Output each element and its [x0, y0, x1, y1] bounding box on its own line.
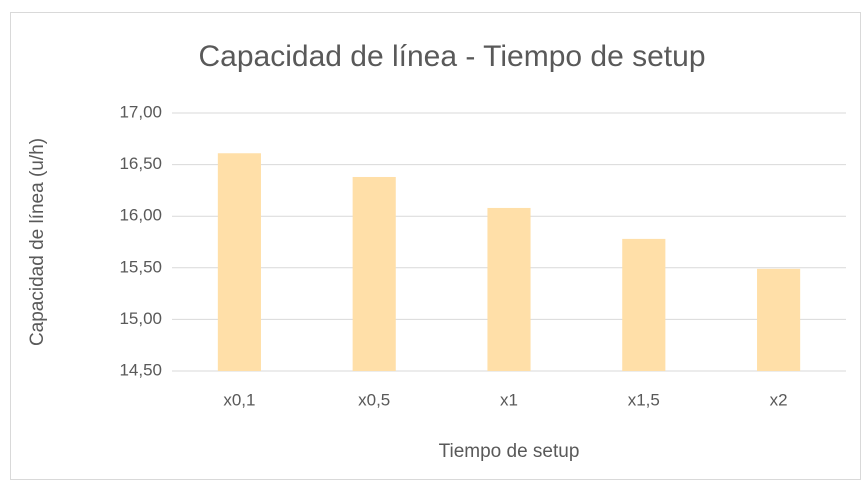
- x-tick-label: x2: [770, 390, 788, 409]
- y-tick-label: 15,00: [119, 309, 162, 328]
- chart-frame: [10, 12, 861, 480]
- bar: [352, 176, 396, 371]
- chart-title: Capacidad de línea - Tiempo de setup: [199, 40, 706, 73]
- bar: [487, 207, 531, 371]
- bar: [217, 153, 261, 371]
- x-tick-label: x1: [500, 390, 518, 409]
- bar: [757, 268, 801, 371]
- x-tick-label: x1,5: [628, 390, 660, 409]
- x-tick-label: x0,1: [223, 390, 255, 409]
- y-tick-label: 16,50: [119, 154, 162, 173]
- x-axis-label: Tiempo de setup: [439, 441, 580, 462]
- bar: [622, 238, 666, 371]
- y-tick-label: 14,50: [119, 360, 162, 379]
- x-tick-label: x0,5: [358, 390, 390, 409]
- y-axis-label: Capacidad de línea (u/h): [27, 138, 48, 346]
- y-tick-label: 15,50: [119, 257, 162, 276]
- y-tick-label: 16,00: [119, 206, 162, 225]
- y-tick-label: 17,00: [119, 102, 162, 121]
